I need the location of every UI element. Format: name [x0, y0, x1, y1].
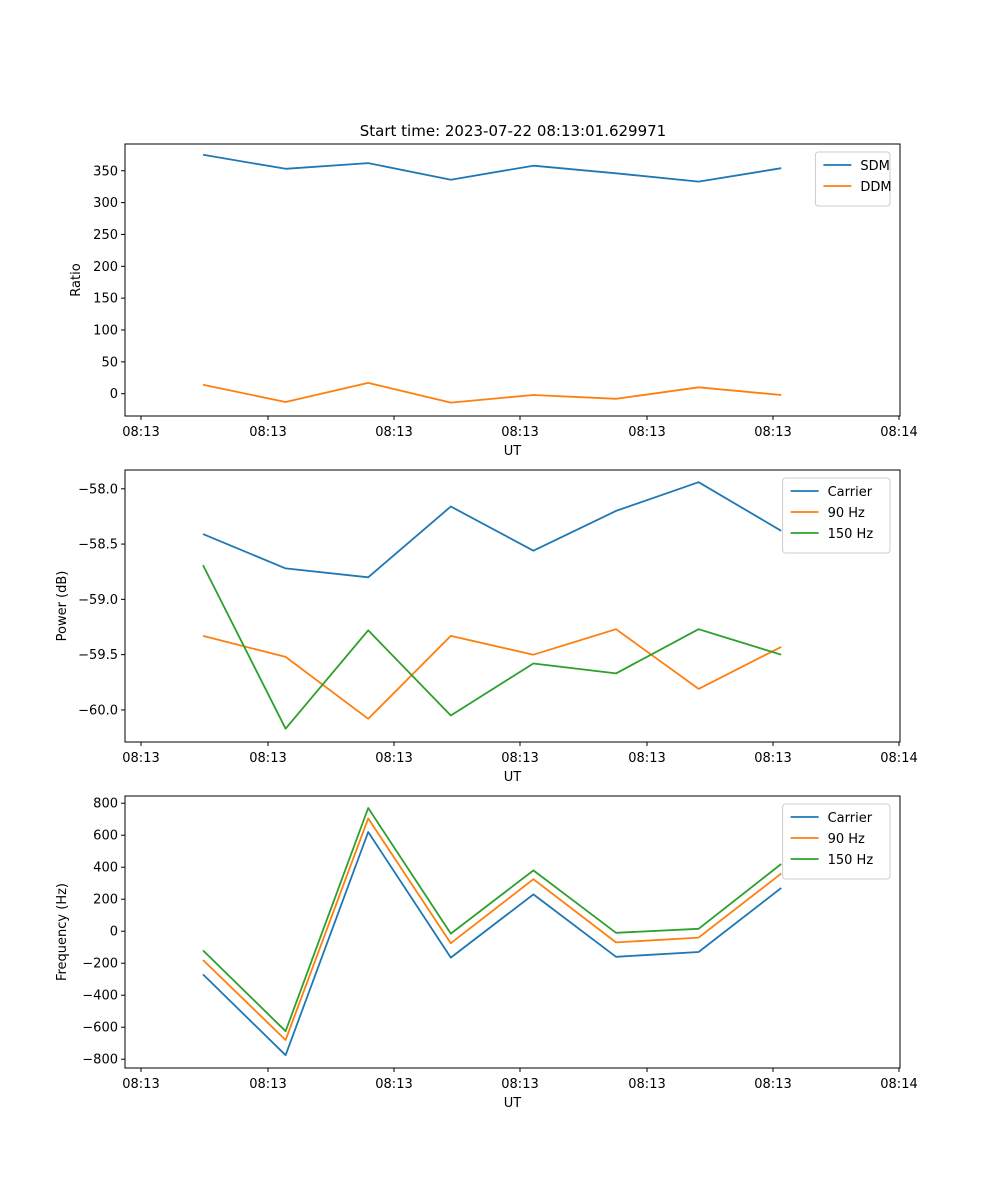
x-tick-label: 08:14 [880, 425, 917, 440]
x-tick-label: 08:13 [501, 1077, 538, 1092]
y-tick-label: 300 [93, 196, 118, 211]
y-axis-label: Frequency (Hz) [55, 883, 70, 981]
legend: SDM DDM [814, 151, 892, 207]
y-axis-label: Power (dB) [55, 571, 70, 642]
series-line-carrier [202, 831, 782, 1057]
legend-label: Carrier [828, 485, 873, 500]
x-tick-label: 08:13 [754, 1077, 791, 1092]
x-tick-label: 08:13 [375, 425, 412, 440]
x-tick-label: 08:14 [880, 1077, 917, 1092]
x-tick-label: 08:13 [628, 425, 665, 440]
x-tick-label: 08:13 [754, 425, 791, 440]
legend-label: 90 Hz [828, 832, 865, 847]
x-tick-label: 08:13 [122, 751, 159, 766]
x-tick-label: 08:13 [122, 425, 159, 440]
legend-label: SDM [860, 159, 889, 174]
y-tick-label: −59.0 [78, 593, 118, 608]
y-tick-label: −59.5 [78, 648, 118, 663]
series-line-150-hz [202, 564, 782, 730]
y-tick-label: 600 [93, 829, 118, 844]
y-tick-label: −58.5 [78, 538, 118, 553]
chart-panel-3: −800 −600 −400 −200 0 200 400 600 800 08:13 08:13 0… [55, 795, 918, 1111]
y-tick-label: −400 [82, 989, 118, 1004]
axes-frame [124, 143, 901, 417]
series-line-sdm [202, 153, 782, 183]
x-tick-label: 08:13 [501, 751, 538, 766]
y-tick-label: −800 [82, 1053, 118, 1068]
y-tick-label: −58.0 [78, 482, 118, 497]
y-tick-label: 200 [93, 260, 118, 275]
legend-box [782, 803, 891, 880]
x-tick-label: 08:14 [880, 751, 917, 766]
axes-frame [124, 795, 901, 1069]
y-tick-label: −200 [82, 957, 118, 972]
y-tick-label: 100 [93, 324, 118, 339]
y-tick-label: 0 [110, 925, 118, 940]
x-tick-label: 08:13 [122, 1077, 159, 1092]
legend-box [782, 477, 891, 554]
x-tick-label: 08:13 [375, 1077, 412, 1092]
series-line-150-hz [202, 807, 782, 1033]
figure-title: Start time: 2023-07-22 08:13:01.629971 [360, 122, 666, 140]
y-tick-label: 200 [93, 893, 118, 908]
chart-panel-1: 0 50 100 150 200 250 300 350 08:13 08:13 08:13 08:1… [69, 143, 918, 459]
y-tick-label: 50 [101, 355, 118, 370]
legend-label: 90 Hz [828, 506, 865, 521]
x-axis-label: UT [504, 1096, 522, 1111]
legend: Carrier 90 Hz 150 Hz [782, 803, 891, 880]
x-axis-label: UT [504, 444, 522, 459]
y-tick-label: 250 [93, 228, 118, 243]
y-tick-label: 400 [93, 861, 118, 876]
y-tick-label: 150 [93, 292, 118, 307]
y-tick-label: −60.0 [78, 703, 118, 718]
x-tick-label: 08:13 [249, 751, 286, 766]
series-line-carrier [202, 481, 782, 579]
x-tick-label: 08:13 [249, 1077, 286, 1092]
legend: Carrier 90 Hz 150 Hz [782, 477, 891, 554]
y-tick-label: 0 [110, 387, 118, 402]
x-tick-label: 08:13 [375, 751, 412, 766]
series-line-90-hz [202, 817, 782, 1041]
x-tick-label: 08:13 [501, 425, 538, 440]
legend-label: Carrier [828, 811, 873, 826]
legend-label: 150 Hz [828, 853, 874, 868]
legend-label: 150 Hz [828, 527, 874, 542]
x-tick-label: 08:13 [628, 751, 665, 766]
y-axis-label: Ratio [69, 263, 84, 296]
y-tick-label: −600 [82, 1021, 118, 1036]
legend-label: DDM [860, 180, 891, 195]
y-tick-label: 350 [93, 164, 118, 179]
x-tick-label: 08:13 [628, 1077, 665, 1092]
x-axis-label: UT [504, 770, 522, 785]
series-line-ddm [202, 381, 782, 404]
chart-panel-2: −60.0 −59.5 −59.0 −58.5 −58.0 08:13 08:13 08:13… [55, 469, 918, 785]
x-tick-label: 08:13 [249, 425, 286, 440]
axes-frame [124, 469, 901, 743]
y-tick-label: 800 [93, 797, 118, 812]
series-line-90-hz [202, 628, 782, 720]
x-tick-label: 08:13 [754, 751, 791, 766]
